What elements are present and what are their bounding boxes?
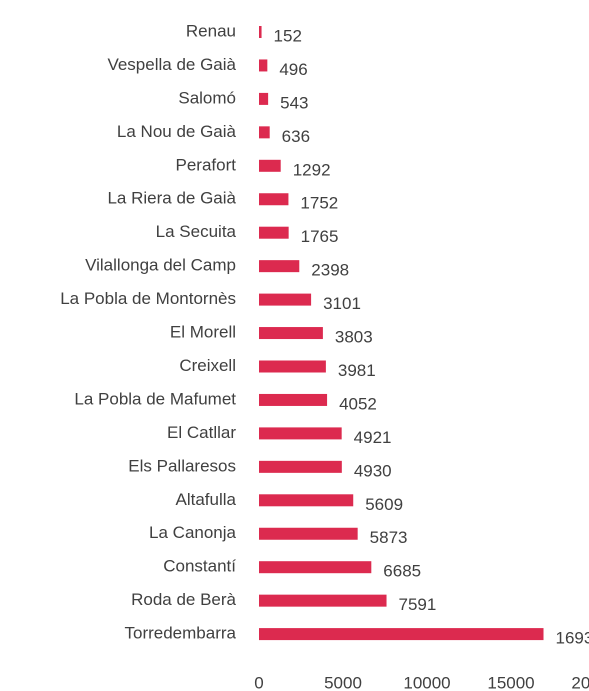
value-label: 3101 [323,294,361,313]
x-tick-label: 15000 [487,673,534,691]
bar [259,193,289,206]
y-tick-label: El Catllar [167,423,236,442]
value-label: 543 [280,93,308,112]
value-label: 3981 [338,361,376,380]
bar [259,92,269,105]
y-tick-label: El Morell [170,323,236,342]
y-tick-label: La Pobla de Mafumet [74,389,236,408]
x-tick-label: 5000 [324,673,362,691]
y-tick-label: Renau [186,21,236,40]
value-label: 2398 [311,261,349,280]
value-label: 636 [282,127,310,146]
y-tick-label: Perafort [176,155,237,174]
bar [259,327,323,340]
y-tick-label: La Secuita [156,222,237,241]
x-tick-label: 10000 [403,673,450,691]
x-tick-label: 0 [254,673,263,691]
bar [259,59,268,72]
y-tick-label: Constantí [163,557,236,576]
y-tick-label: Roda de Berà [131,590,236,609]
bar [259,594,387,607]
value-label: 3803 [335,328,373,347]
value-label: 4052 [339,394,377,413]
value-label: 16935 [556,629,589,648]
bar [259,460,342,473]
value-label: 1292 [293,160,331,179]
bar [259,226,289,239]
value-label: 7591 [399,595,437,614]
x-tick-label: 20000 [571,673,589,691]
y-tick-label: La Pobla de Montornès [60,289,236,308]
bar [259,527,358,540]
y-tick-label: La Riera de Gaià [107,189,236,208]
value-label: 496 [279,60,307,79]
y-tick-label: Els Pallaresos [128,456,236,475]
value-label: 5873 [370,528,408,547]
bar [259,427,342,440]
y-tick-label: La Nou de Gaià [117,122,237,141]
value-label: 5609 [365,495,403,514]
bar [259,360,326,373]
y-tick-label: Vilallonga del Camp [85,256,236,275]
value-label: 4930 [354,461,392,480]
y-tick-label: Altafulla [176,490,237,509]
bar [259,293,312,306]
bar [259,159,281,172]
value-label: 1765 [301,227,339,246]
value-label: 152 [274,26,302,45]
bar [259,126,270,139]
y-tick-label: Creixell [179,356,236,375]
bar [259,260,300,273]
bar [259,393,328,406]
value-label: 1752 [300,194,338,213]
y-tick-label: Torredembarra [125,624,237,643]
y-tick-label: Vespella de Gaià [107,55,236,74]
bar [259,494,354,507]
y-tick-label: Salomó [178,88,236,107]
bar [259,26,262,38]
bar [259,628,544,641]
value-label: 4921 [354,428,392,447]
bar [259,561,372,574]
value-label: 6685 [383,562,421,581]
y-tick-label: La Canonja [149,523,237,542]
